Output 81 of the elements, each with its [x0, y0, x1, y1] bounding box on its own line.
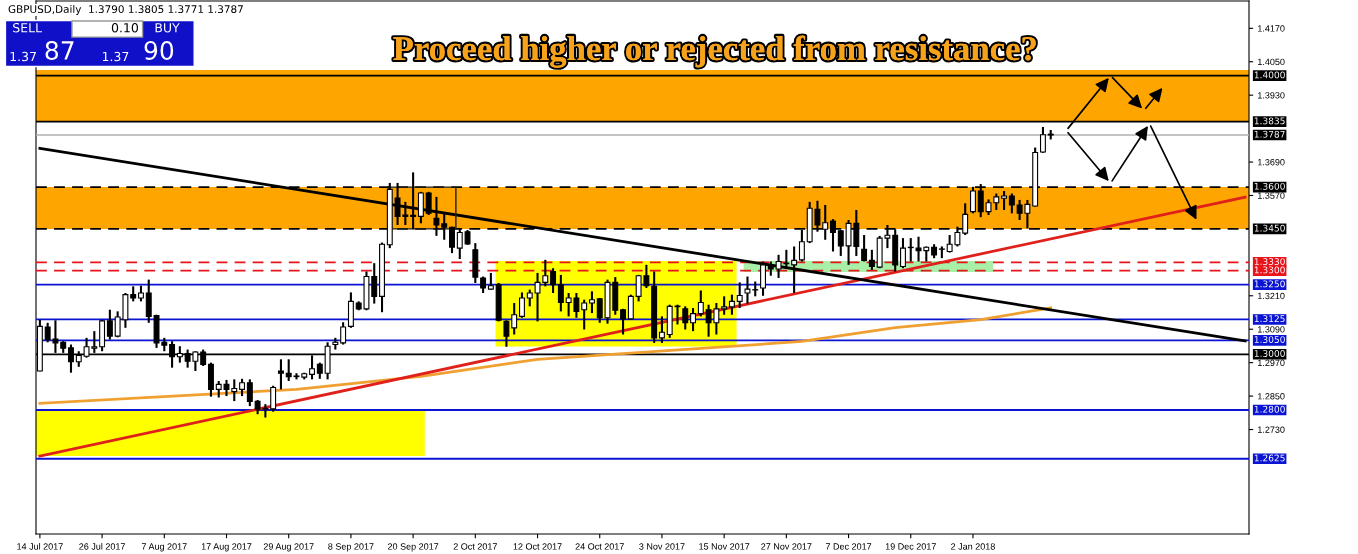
x-tick-label: 2 Oct 2017	[453, 543, 497, 550]
candlestick	[682, 305, 689, 331]
ref-line-label: 1.3330	[1254, 258, 1285, 265]
ref-line-label: 1.3600	[1254, 182, 1285, 190]
x-tick-label: 29 Aug 2017	[263, 543, 314, 552]
line-series	[38, 306, 1053, 405]
candlestick	[690, 307, 697, 333]
ref-line-label: 1.2625	[1254, 454, 1285, 462]
ref-line-label: 1.3250	[1254, 280, 1285, 288]
candlestick	[791, 245, 798, 295]
annotation: 90	[144, 40, 174, 60]
y-tick-label: 1.3210	[1258, 292, 1285, 300]
candlestick	[277, 358, 284, 391]
x-tick-label: 12 Oct 2017	[513, 543, 562, 550]
candlestick	[503, 319, 510, 348]
x-tick-label: 26 Jul 2017	[79, 543, 125, 550]
candlestick	[417, 190, 424, 225]
y-tick-label: 1.4050	[1258, 58, 1285, 66]
candlestick	[627, 293, 634, 321]
chart-subtitle: GBPUSD,Daily 1.3790 1.3805 1.3771 1.3787	[8, 4, 243, 16]
x-tick-label: 15 Nov 2017	[699, 543, 750, 550]
annotation: 87	[45, 40, 74, 60]
x-tick-label: 17 Aug 2017	[201, 543, 252, 552]
ref-line-label: 1.3050	[1254, 336, 1285, 343]
x-tick-label: 14 Jul 2017	[17, 543, 63, 550]
candlestick	[1039, 125, 1046, 154]
ref-line-label: 1.3000	[1254, 350, 1285, 357]
candlestick	[106, 308, 113, 341]
x-tick-label: 20 Sep 2017	[387, 543, 439, 552]
ref-line-label: 1.3125	[1254, 315, 1285, 323]
candlestick	[511, 301, 518, 336]
x-tick-label: 7 Aug 2017	[141, 543, 187, 552]
ref-line-label: 1.2800	[1254, 405, 1285, 413]
candlestick	[519, 291, 525, 319]
x-tick-label: 3 Nov 2017	[639, 543, 685, 550]
y-tick-label: 1.4170	[1258, 25, 1285, 32]
candlestick	[728, 293, 735, 316]
candlestick	[340, 321, 347, 346]
x-tick-label: 7 Dec 2017	[825, 543, 872, 550]
ref-line-label: 1.4000	[1254, 71, 1285, 79]
x-tick-label: 24 Oct 2017	[575, 543, 624, 550]
x-tick-label: 19 Dec 2017	[885, 543, 936, 550]
candlestick	[557, 273, 564, 313]
y-tick-label: 1.2970	[1258, 359, 1285, 367]
annotation: SELL	[13, 22, 42, 33]
candlestick	[760, 260, 766, 297]
x-tick-label: 8 Sep 2017	[328, 543, 374, 552]
x-tick-label: 27 Nov 2017	[761, 543, 812, 550]
candlestick	[620, 307, 627, 336]
y-tick-label: 1.3930	[1258, 92, 1285, 99]
candlestick	[588, 290, 595, 315]
candlestick	[721, 295, 728, 316]
candlestick	[736, 281, 743, 310]
ref-line-label: 1.3787	[1254, 130, 1285, 138]
y-tick-label: 1.2850	[1258, 393, 1285, 400]
candlestick	[550, 267, 557, 295]
candlestick	[1008, 192, 1015, 215]
x-tick-label: 2 Jan 2018	[951, 543, 995, 550]
ref-line-label: 1.3835	[1254, 117, 1285, 125]
candlestick	[246, 378, 253, 408]
candlestick	[1001, 189, 1008, 211]
candlestick	[658, 315, 665, 344]
annotation: 1.37	[102, 51, 129, 62]
annotation: BUY	[155, 23, 180, 33]
y-tick-label: 1.2730	[1258, 426, 1285, 433]
candlestick	[900, 237, 906, 270]
y-tick-label: 1.3090	[1258, 326, 1285, 333]
y-tick-label: 1.3570	[1258, 192, 1285, 199]
candlestick	[697, 289, 704, 318]
text: Proceed higher or rejected from resistance?	[393, 35, 1036, 68]
candlestick	[861, 234, 868, 263]
annotation: 0.10	[111, 22, 139, 33]
candlestick	[868, 248, 875, 271]
candlestick	[581, 298, 588, 331]
ref-line-label: 1.3300	[1254, 266, 1285, 274]
candlestick	[410, 171, 417, 231]
ref-line-label: 1.3450	[1254, 224, 1285, 232]
text: 1.37	[10, 51, 36, 62]
candlestick	[270, 384, 277, 413]
candlestick	[449, 225, 455, 255]
y-tick-label: 1.3690	[1258, 159, 1285, 166]
